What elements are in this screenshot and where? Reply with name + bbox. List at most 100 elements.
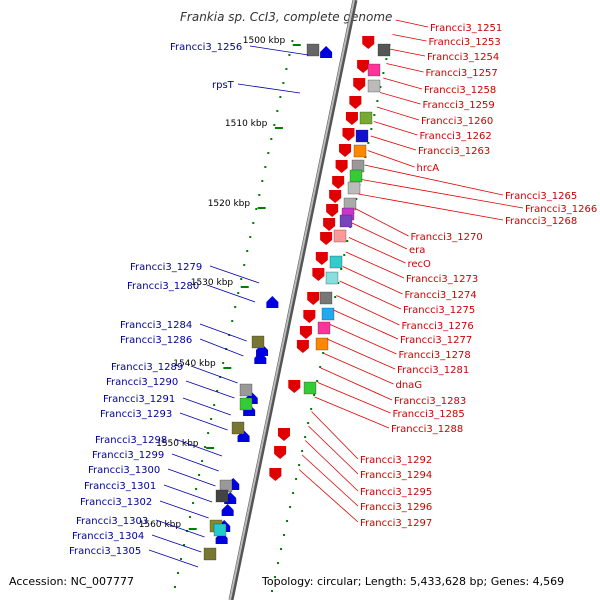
right-leader-line — [336, 295, 400, 326]
track-dot-left — [204, 446, 207, 448]
forward-gene-arrow — [277, 428, 290, 441]
genome-axis-highlight — [229, 0, 355, 600]
forward-gene-block — [359, 111, 373, 125]
right-gene-label: Francci3_1258 — [424, 85, 496, 96]
left-leader-line — [249, 45, 309, 56]
right-leader-line — [370, 135, 417, 151]
right-gene-label: Francci3_1276 — [402, 321, 474, 332]
right-gene-label: recO — [408, 259, 432, 270]
left-gene-label: Francci3_1284 — [120, 320, 192, 331]
track-dot-right — [277, 562, 280, 564]
track-dot-left — [291, 40, 294, 42]
left-leader-line — [199, 323, 247, 342]
forward-gene-arrow — [332, 176, 345, 189]
forward-gene-arrow — [349, 96, 362, 109]
right-leader-line — [342, 266, 403, 295]
track-dot-right — [343, 254, 346, 256]
left-gene-label: Francci3_1291 — [103, 394, 175, 405]
track-dot-right — [289, 506, 292, 508]
right-gene-label: Francci3_1273 — [406, 274, 478, 285]
track-dot-left — [264, 166, 267, 168]
track-dot-right — [376, 100, 379, 102]
track-dot-left — [210, 418, 213, 420]
left-leader-line — [148, 549, 199, 568]
track-dot-left — [231, 320, 234, 322]
forward-gene-arrow — [335, 160, 348, 173]
forward-gene-arrow — [269, 468, 282, 481]
track-dot-left — [285, 68, 288, 70]
scale-label: 1530 kbp — [191, 278, 234, 288]
scale-label: 1550 kbp — [156, 439, 199, 449]
track-dot-left — [246, 250, 249, 252]
forward-gene-arrow — [315, 252, 328, 265]
track-dot-right — [385, 58, 388, 60]
right-gene-label: dnaG — [396, 380, 423, 391]
track-dot-left — [276, 110, 279, 112]
right-gene-label: Francci3_1254 — [427, 52, 499, 63]
left-leader-line — [199, 338, 244, 357]
reverse-gene-arrow — [221, 504, 234, 516]
reverse-gene-block — [213, 523, 227, 537]
right-leader-line — [348, 237, 406, 264]
track-dot-left — [279, 96, 282, 98]
right-gene-label: Francci3_1259 — [423, 100, 495, 111]
right-leader-line — [361, 179, 524, 209]
right-leader-line — [392, 34, 427, 42]
accession-text: Accession: NC_007777 — [9, 575, 135, 588]
track-dot-right — [334, 296, 337, 298]
forward-gene-block — [355, 129, 369, 143]
track-dot-right — [340, 268, 343, 270]
right-leader-line — [326, 338, 396, 370]
right-gene-label: Francci3_1257 — [426, 68, 498, 79]
track-dot-left — [273, 124, 276, 126]
track-dot-right — [307, 422, 310, 424]
right-leader-line — [314, 396, 390, 429]
track-dot-left — [249, 236, 252, 238]
forward-gene-block — [377, 43, 391, 57]
right-leader-line — [358, 193, 504, 221]
forward-gene-arrow — [345, 112, 358, 125]
right-gene-label: Francci3_1281 — [397, 365, 469, 376]
right-gene-label: Francci3_1262 — [420, 131, 492, 142]
track-dot-left — [201, 460, 204, 462]
track-dot-left — [270, 138, 273, 140]
left-leader-line — [237, 83, 301, 94]
right-leader-line — [320, 367, 393, 401]
right-gene-label: Francci3_1251 — [430, 23, 502, 34]
track-dot-left — [240, 278, 243, 280]
track-dot-right — [355, 198, 358, 200]
forward-gene-arrow — [312, 268, 325, 281]
track-dot-right — [382, 72, 385, 74]
forward-gene-block — [317, 321, 331, 335]
left-gene-label: Francci3_1305 — [69, 546, 141, 557]
forward-gene-block — [329, 255, 343, 269]
right-gene-label: Francci3_1283 — [394, 396, 466, 407]
track-dot-left — [195, 488, 198, 490]
topology-text: Topology: circular; Length: 5,433,628 bp… — [262, 575, 565, 588]
track-dot-left — [237, 292, 240, 294]
track-dot-right — [346, 240, 349, 242]
track-dot-left — [213, 404, 216, 406]
left-leader-line — [155, 519, 205, 538]
left-leader-line — [151, 534, 202, 553]
track-dot-left — [261, 180, 264, 182]
track-dot-left — [207, 432, 210, 434]
track-dot-right — [322, 352, 325, 354]
track-dot-right — [337, 282, 340, 284]
right-gene-label: Francci3_1285 — [393, 409, 465, 420]
track-dot-right — [283, 534, 286, 536]
left-gene-label: Francci3_1304 — [72, 531, 144, 542]
right-leader-line — [367, 150, 415, 168]
track-dot-left — [255, 208, 258, 210]
forward-gene-arrow — [307, 292, 320, 305]
track-dot-right — [280, 548, 283, 550]
forward-gene-arrow — [296, 340, 309, 353]
left-gene-label: Francci3_1299 — [92, 450, 164, 461]
track-dot-right — [313, 394, 316, 396]
forward-gene-block — [353, 144, 367, 158]
left-gene-label: Francci3_1289 — [111, 362, 183, 373]
track-dot-left — [216, 390, 219, 392]
right-leader-line — [364, 164, 504, 196]
left-leader-line — [206, 284, 256, 303]
left-gene-label: Francci3_1286 — [120, 335, 192, 346]
